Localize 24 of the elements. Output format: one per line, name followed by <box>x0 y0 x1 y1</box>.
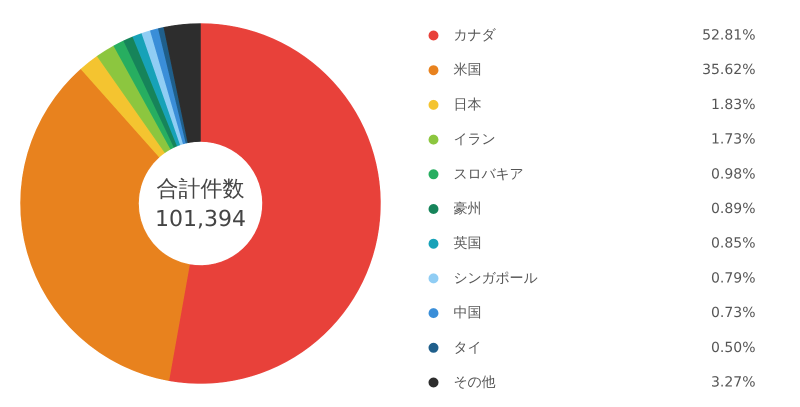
text: 101,394 <box>155 207 246 232</box>
data-label: 0.89% <box>711 201 756 217</box>
data-label: 0.73% <box>711 305 756 322</box>
legend-label: カナダ <box>454 28 496 44</box>
data-label: 3.27% <box>711 374 756 390</box>
legend-label: スロバキア <box>454 166 524 182</box>
text: 合計件数 <box>156 177 244 202</box>
legend-label: 英国 <box>454 236 482 252</box>
data-label: 0.79% <box>711 270 756 286</box>
data-label: 0.98% <box>711 166 756 182</box>
legend-label: イラン <box>454 132 496 148</box>
legend-label: 豪州 <box>454 201 482 217</box>
legend-label: シンガポール <box>454 270 538 286</box>
data-label: 1.83% <box>711 96 756 113</box>
legend-label: 米国 <box>454 62 482 78</box>
legend-label: 中国 <box>454 305 482 322</box>
legend-label: タイ <box>454 340 482 356</box>
data-label: 0.85% <box>711 236 756 252</box>
data-label: 0.50% <box>711 340 756 356</box>
data-label: 52.81% <box>702 28 756 44</box>
data-label: 35.62% <box>702 62 756 78</box>
legend-label: その他 <box>454 374 496 390</box>
legend-label: 日本 <box>454 96 482 113</box>
data-label: 1.73% <box>711 132 756 148</box>
